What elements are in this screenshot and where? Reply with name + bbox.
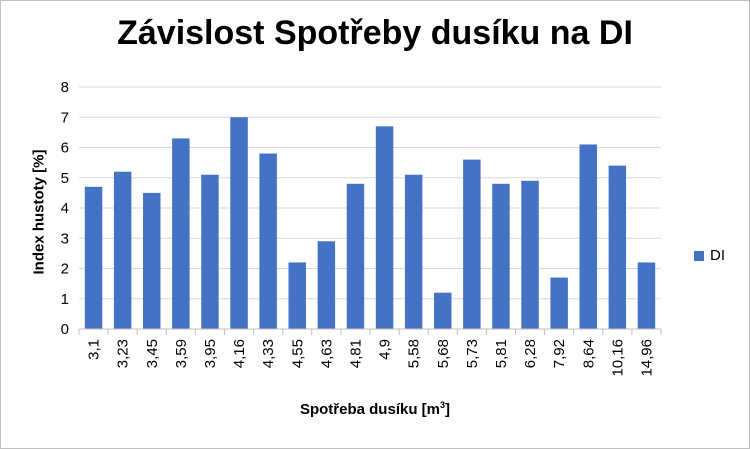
bar-18 xyxy=(608,165,627,329)
bar-9 xyxy=(346,183,365,329)
y-tick-label: 8 xyxy=(61,79,69,96)
bar-16 xyxy=(550,277,568,329)
y-tick-label: 3 xyxy=(61,230,69,247)
bar-19 xyxy=(637,262,656,329)
x-tick-label: 8,64 xyxy=(580,339,597,368)
y-tick-label: 7 xyxy=(61,109,69,126)
bar-8 xyxy=(317,241,336,329)
bar-10 xyxy=(375,126,394,329)
x-tick-label: 4,55 xyxy=(289,339,306,368)
x-tick-label: 7,92 xyxy=(551,339,568,368)
x-axis-unit-sup: 3 xyxy=(440,400,446,410)
x-tick-label: 5,58 xyxy=(406,339,423,368)
bar-17 xyxy=(579,144,597,329)
x-tick-label: 3,95 xyxy=(202,339,219,368)
bar-11 xyxy=(404,174,423,329)
bar-12 xyxy=(434,292,452,329)
x-tick-label: 3,59 xyxy=(173,339,190,368)
x-tick-label: 6,28 xyxy=(522,339,539,368)
x-tick-label: 5,68 xyxy=(435,339,452,368)
x-axis-title: Spotřeba dusíku [m3] xyxy=(0,400,750,418)
x-tick-label: 3,23 xyxy=(115,339,132,368)
x-tick-label: 3,1 xyxy=(86,339,103,360)
chart-title: Závislost Spotřeby dusíku na DI xyxy=(117,14,633,52)
bar-14 xyxy=(492,183,510,329)
y-tick-label: 2 xyxy=(61,261,69,278)
bar-15 xyxy=(521,180,539,329)
bar-0 xyxy=(84,186,103,329)
bar-2 xyxy=(143,192,161,329)
x-tick-label: 5,73 xyxy=(464,339,481,368)
x-tick-label: 4,81 xyxy=(347,339,364,368)
x-tick-label: 4,16 xyxy=(231,339,248,368)
y-tick-label: 0 xyxy=(61,321,69,338)
bar-3 xyxy=(172,138,190,329)
bar-5 xyxy=(230,117,248,329)
x-tick-label: 14,96 xyxy=(638,339,655,377)
y-tick-label: 1 xyxy=(61,291,69,308)
y-tick-label: 6 xyxy=(61,140,69,157)
legend-label-di: DI xyxy=(710,247,725,264)
x-tick-label: 4,63 xyxy=(318,339,335,368)
bar-1 xyxy=(113,171,132,329)
bar-4 xyxy=(201,174,219,329)
x-tick-label: 4,33 xyxy=(260,339,277,368)
legend: DI xyxy=(694,247,725,264)
x-axis-unit-close: ] xyxy=(445,401,451,418)
bar-13 xyxy=(463,159,481,329)
x-tick-label: 3,45 xyxy=(144,339,161,368)
x-tick-label: 10,16 xyxy=(609,339,626,377)
x-axis-title-text: Spotřeba dusíku xyxy=(299,401,418,418)
bar-6 xyxy=(259,153,277,329)
y-tick-label: 4 xyxy=(61,200,69,217)
x-axis-unit: [m3] xyxy=(421,400,451,418)
y-tick-label: 5 xyxy=(61,170,69,187)
x-axis-unit-open: [m xyxy=(421,401,441,418)
bar-7 xyxy=(288,262,306,329)
x-tick-label: 5,81 xyxy=(493,339,510,368)
legend-swatch-di xyxy=(694,250,704,261)
x-tick-label: 4,9 xyxy=(377,339,394,360)
